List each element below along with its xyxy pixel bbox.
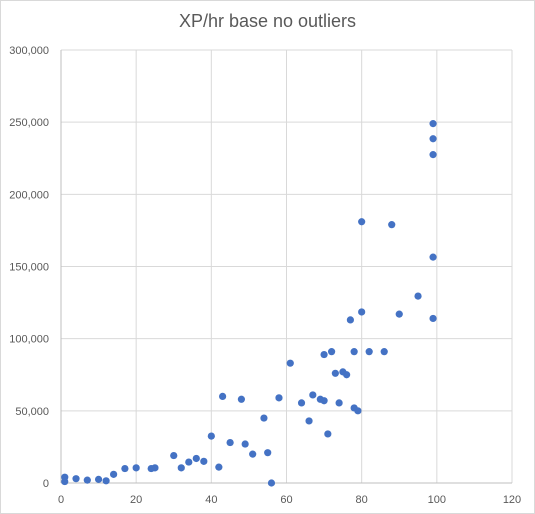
data-point: [395, 310, 403, 318]
y-tick-label: 0: [43, 478, 49, 490]
data-point: [320, 350, 328, 359]
data-point: [350, 348, 358, 356]
data-point: [110, 470, 118, 478]
data-point: [207, 432, 215, 440]
data-point: [151, 464, 159, 472]
data-point: [429, 135, 437, 143]
data-point: [267, 479, 276, 487]
data-point: [331, 369, 339, 377]
data-point: [328, 348, 336, 356]
y-tick-label: 100,000: [9, 334, 49, 346]
y-tick-label: 150,000: [9, 262, 49, 274]
y-tick-label: 250,000: [9, 117, 49, 129]
data-point: [61, 473, 69, 481]
data-point: [237, 395, 245, 403]
chart-title: XP/hr base no outliers: [178, 11, 357, 31]
data-point: [388, 221, 396, 229]
data-point: [264, 449, 272, 457]
data-point: [365, 348, 373, 356]
data-point: [346, 316, 354, 324]
data-point: [429, 120, 437, 128]
data-point: [286, 359, 294, 367]
data-point: [429, 151, 437, 159]
data-point: [324, 430, 332, 438]
data-point: [260, 414, 268, 422]
x-tick-label: 100: [428, 494, 446, 506]
data-point: [414, 292, 422, 300]
data-point: [226, 438, 234, 447]
data-point: [335, 399, 343, 407]
data-point: [132, 464, 140, 472]
data-point: [380, 348, 388, 356]
data-point: [94, 475, 103, 483]
data-point: [177, 464, 185, 472]
data-point: [358, 218, 366, 226]
data-point: [102, 477, 110, 485]
data-point: [320, 397, 328, 405]
y-tick-label: 300,000: [9, 45, 49, 57]
data-point: [241, 440, 249, 448]
data-point: [219, 392, 227, 400]
data-point: [249, 450, 257, 458]
data-point: [72, 475, 80, 483]
x-tick-label: 80: [356, 494, 368, 506]
data-point: [275, 394, 283, 402]
data-point: [192, 454, 200, 463]
x-tick-label: 40: [205, 494, 217, 506]
data-point: [121, 464, 129, 473]
data-point: [83, 476, 91, 484]
data-point: [200, 457, 208, 465]
data-point: [343, 371, 351, 379]
data-point: [305, 417, 313, 425]
y-tick-label: 200,000: [9, 189, 49, 201]
data-point: [429, 253, 437, 261]
y-tick-label: 50,000: [15, 406, 49, 418]
data-point: [429, 314, 437, 323]
data-point: [309, 391, 317, 399]
x-tick-label: 0: [58, 494, 64, 506]
data-point: [215, 463, 223, 471]
data-point: [185, 458, 193, 466]
x-tick-label: 20: [130, 494, 142, 506]
data-point: [297, 399, 306, 407]
x-tick-label: 60: [280, 494, 292, 506]
data-point: [170, 451, 178, 460]
x-tick-label: 120: [503, 494, 521, 506]
data-point: [358, 308, 366, 316]
data-point: [354, 407, 362, 415]
